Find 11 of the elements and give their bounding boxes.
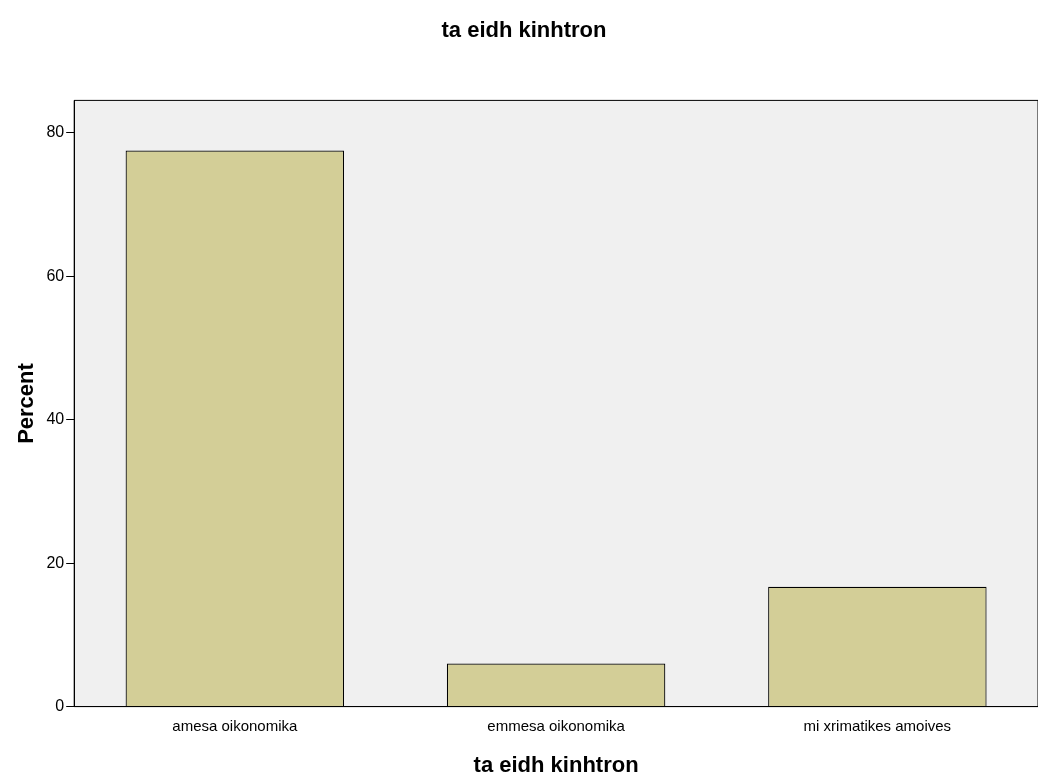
y-tick-label: 80 — [46, 123, 65, 141]
y-tick-label: 40 — [46, 410, 65, 428]
y-tick-label: 0 — [55, 697, 65, 715]
chart-title: ta eidh kinhtron — [441, 17, 607, 43]
x-axis-title: ta eidh kinhtron — [473, 751, 639, 777]
x-tick-label: mi xrimatikes amoives — [803, 716, 952, 734]
x-tick-label: emmesa oikonomika — [487, 716, 626, 734]
y-axis-title: Percent — [13, 362, 39, 444]
x-tick-label: amesa oikonomika — [172, 716, 299, 734]
y-tick-label: 60 — [46, 266, 65, 284]
y-tick-label: 20 — [46, 553, 65, 571]
